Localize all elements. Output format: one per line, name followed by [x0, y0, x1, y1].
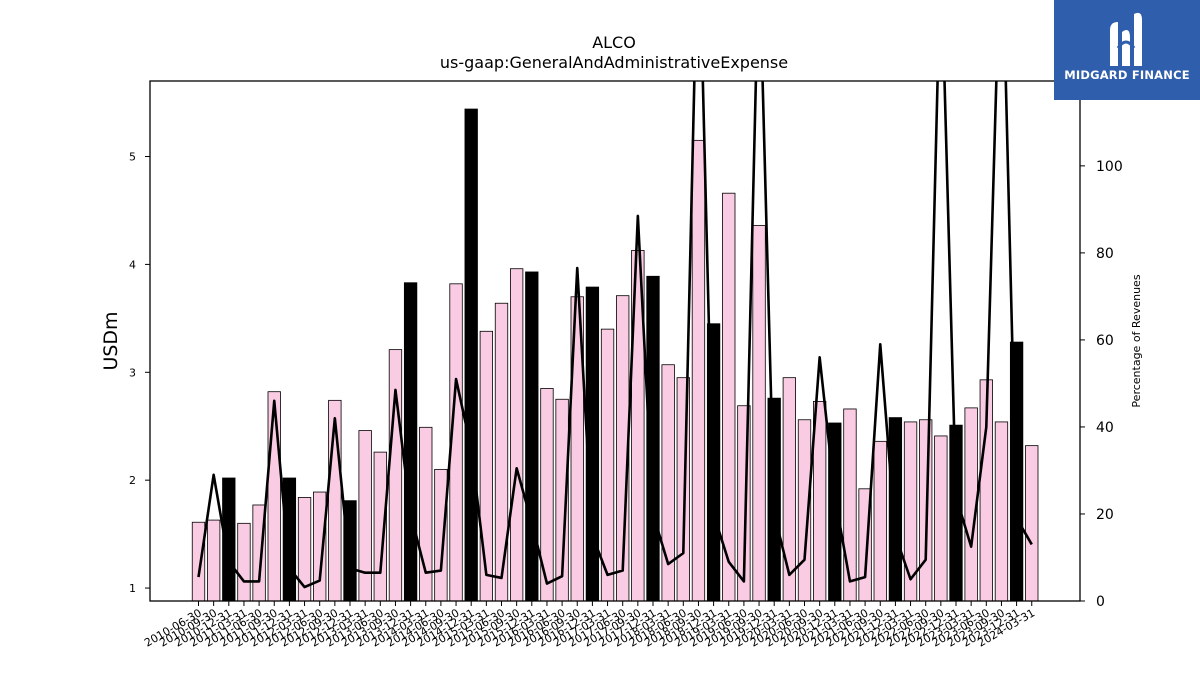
bar-2023-09-30 [994, 421, 1009, 602]
percentage-of-revenues-line [197, 81, 1033, 589]
bars-group [191, 108, 1039, 602]
bar-2021-03-31 [843, 408, 857, 602]
midgard-finance-logo: MIDGARD FINANCE [1054, 0, 1200, 100]
bar-2021-12-31 [888, 417, 903, 602]
line-layer [197, 81, 1033, 589]
bar-2020-03-31 [782, 377, 796, 602]
bar-2022-09-30 [934, 435, 948, 602]
bar-2013-09-30 [388, 349, 403, 602]
bar-2018-09-30 [691, 139, 706, 602]
bar-2014-12-31 [464, 108, 478, 602]
y-tick-label: 3 [129, 366, 136, 379]
y2-tick-label: 80 [1096, 246, 1114, 262]
chart-title: ALCO [592, 33, 636, 52]
plot-frame [149, 80, 1081, 602]
y-tick-label: 1 [129, 582, 136, 595]
bar-2010-09-30 [206, 519, 221, 602]
bar-2024-03-31 [1025, 445, 1039, 602]
y2-tick-label: 60 [1096, 333, 1114, 349]
y2-tick-label: 0 [1096, 594, 1105, 610]
bar-2014-03-31 [419, 426, 433, 602]
bar-2011-03-31 [237, 522, 251, 602]
bar-2011-12-31 [282, 477, 297, 602]
logo-text: MIDGARD FINANCE [1064, 68, 1190, 82]
midgard-logo-mark-icon [1110, 12, 1142, 66]
bar-2021-09-30 [873, 440, 887, 602]
bar-2013-12-31 [403, 282, 418, 602]
axes-group: 123450204060801002010-06-302010-09-30201… [129, 80, 1123, 650]
bar-2013-03-31 [358, 430, 372, 602]
chart-subtitle: us-gaap:GeneralAndAdministrativeExpense [440, 53, 788, 72]
bar-2011-09-30 [267, 391, 281, 602]
bar-2015-12-31 [525, 271, 539, 602]
y-axis-label: USDm [100, 311, 122, 370]
bar-2015-03-31 [479, 330, 494, 602]
bar-2019-03-31 [722, 192, 736, 602]
bar-2015-09-30 [509, 268, 524, 602]
y-tick-label: 4 [129, 258, 136, 271]
bar-2015-06-30 [494, 302, 509, 602]
y-tick-label: 2 [129, 474, 136, 487]
bar-2014-06-30 [434, 468, 448, 602]
bar-2019-09-30 [752, 225, 766, 602]
y2-tick-label: 40 [1096, 420, 1114, 436]
bar-2018-03-31 [661, 364, 675, 602]
y2-tick-label: 20 [1096, 507, 1114, 523]
bar-2010-06-30 [191, 521, 206, 602]
y2-tick-label: 100 [1096, 159, 1123, 175]
y2-axis-label: Percentage of Revenues [1130, 274, 1143, 407]
y-tick-label: 5 [129, 151, 136, 164]
